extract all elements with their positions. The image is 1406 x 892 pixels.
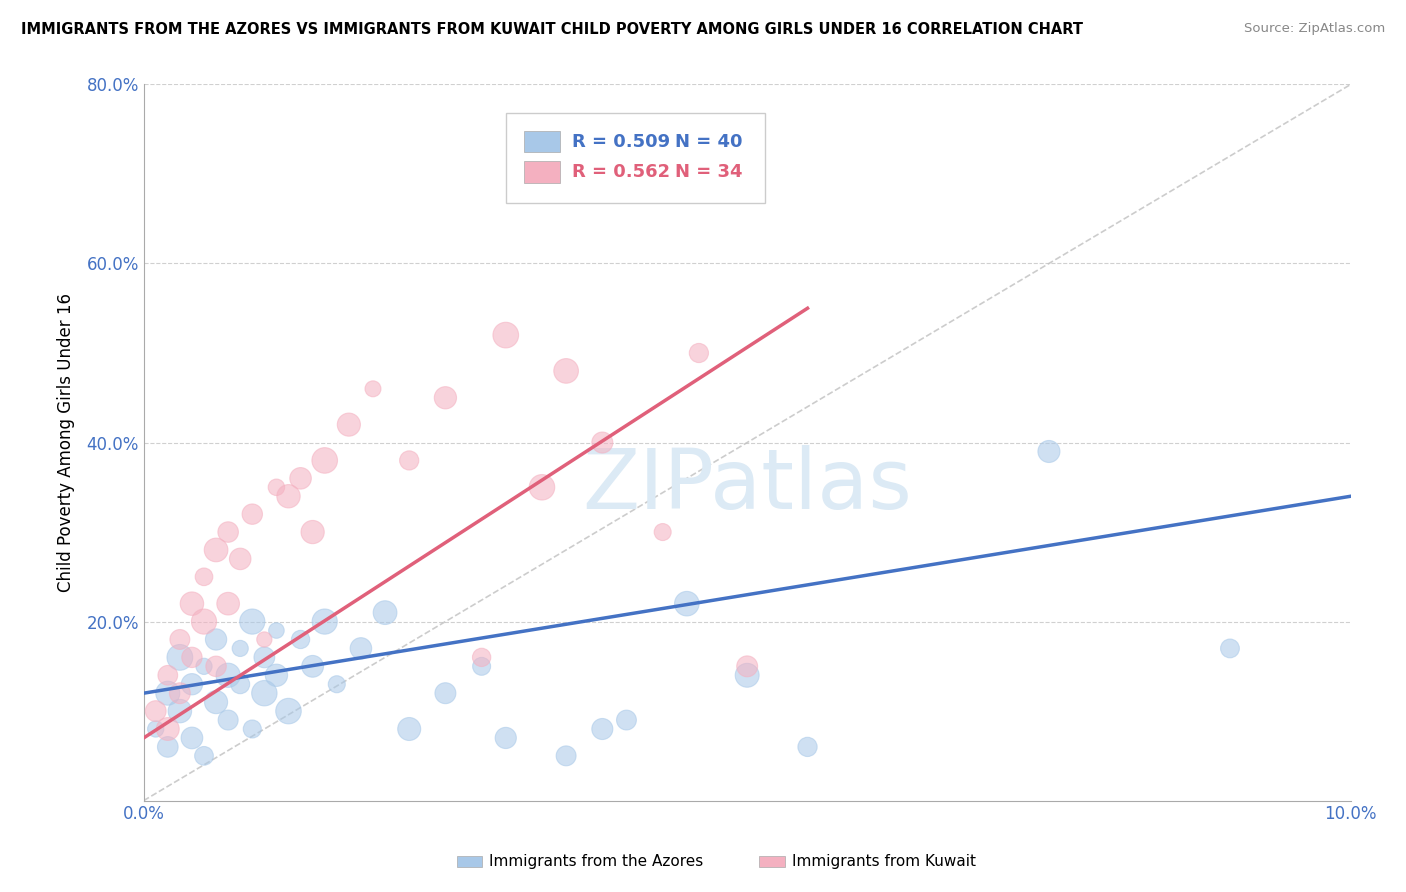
Point <box>277 704 299 718</box>
Point <box>337 417 360 432</box>
Point <box>374 606 396 620</box>
Point <box>217 597 239 611</box>
Text: N = 40: N = 40 <box>675 133 742 151</box>
Y-axis label: Child Poverty Among Girls Under 16: Child Poverty Among Girls Under 16 <box>58 293 75 592</box>
Point <box>530 480 553 494</box>
Point <box>156 722 179 736</box>
Text: IMMIGRANTS FROM THE AZORES VS IMMIGRANTS FROM KUWAIT CHILD POVERTY AMONG GIRLS U: IMMIGRANTS FROM THE AZORES VS IMMIGRANTS… <box>21 22 1083 37</box>
Point <box>156 739 179 754</box>
Point <box>350 641 373 656</box>
Point <box>205 543 228 558</box>
Point <box>616 167 638 181</box>
Point <box>145 722 167 736</box>
Point <box>361 382 384 396</box>
Point <box>266 668 288 682</box>
Point <box>217 713 239 727</box>
Point <box>205 695 228 709</box>
Point <box>169 632 191 647</box>
Point <box>326 677 349 691</box>
Point <box>217 524 239 539</box>
Point <box>290 632 312 647</box>
Point <box>169 686 191 700</box>
Point <box>266 624 288 638</box>
Point <box>688 346 710 360</box>
Point <box>205 632 228 647</box>
Point <box>193 570 215 584</box>
Point <box>205 659 228 673</box>
Point <box>301 524 323 539</box>
Point <box>735 668 758 682</box>
Point <box>796 739 818 754</box>
Point <box>145 704 167 718</box>
Point <box>169 704 191 718</box>
Text: R = 0.562: R = 0.562 <box>572 163 671 181</box>
Point <box>314 615 336 629</box>
Point <box>229 552 252 566</box>
Point <box>555 748 578 763</box>
Point <box>193 615 215 629</box>
Point <box>240 507 263 521</box>
Point <box>434 391 457 405</box>
Point <box>290 471 312 485</box>
Point <box>675 597 697 611</box>
Point <box>266 480 288 494</box>
Text: Source: ZipAtlas.com: Source: ZipAtlas.com <box>1244 22 1385 36</box>
Point <box>471 659 494 673</box>
Point <box>156 668 179 682</box>
Point <box>229 677 252 691</box>
Point <box>616 713 638 727</box>
Point <box>169 650 191 665</box>
Point <box>555 364 578 378</box>
Point <box>240 615 263 629</box>
Point <box>253 650 276 665</box>
Text: N = 34: N = 34 <box>675 163 742 181</box>
Point <box>398 722 420 736</box>
Point <box>229 641 252 656</box>
FancyBboxPatch shape <box>506 113 765 202</box>
Point <box>495 731 517 745</box>
Text: ZIPatlas: ZIPatlas <box>582 445 912 526</box>
Point <box>434 686 457 700</box>
Point <box>181 650 204 665</box>
Point <box>253 632 276 647</box>
Text: R = 0.509: R = 0.509 <box>572 133 671 151</box>
Bar <box>524 131 560 153</box>
Point <box>217 668 239 682</box>
Text: Immigrants from the Azores: Immigrants from the Azores <box>489 855 703 869</box>
Point <box>181 597 204 611</box>
Point <box>193 659 215 673</box>
Point <box>277 489 299 503</box>
Point <box>591 722 613 736</box>
Point <box>181 731 204 745</box>
Point <box>651 524 673 539</box>
Point <box>1038 444 1060 458</box>
Point <box>471 650 494 665</box>
Point <box>314 453 336 467</box>
Point <box>253 686 276 700</box>
Text: Immigrants from Kuwait: Immigrants from Kuwait <box>792 855 976 869</box>
Point <box>1219 641 1241 656</box>
Point <box>301 659 323 673</box>
Point <box>193 748 215 763</box>
Point <box>240 722 263 736</box>
Point <box>156 686 179 700</box>
Point <box>181 677 204 691</box>
Point <box>495 328 517 343</box>
Bar <box>524 161 560 183</box>
Point <box>591 435 613 450</box>
Point <box>735 659 758 673</box>
Point <box>398 453 420 467</box>
